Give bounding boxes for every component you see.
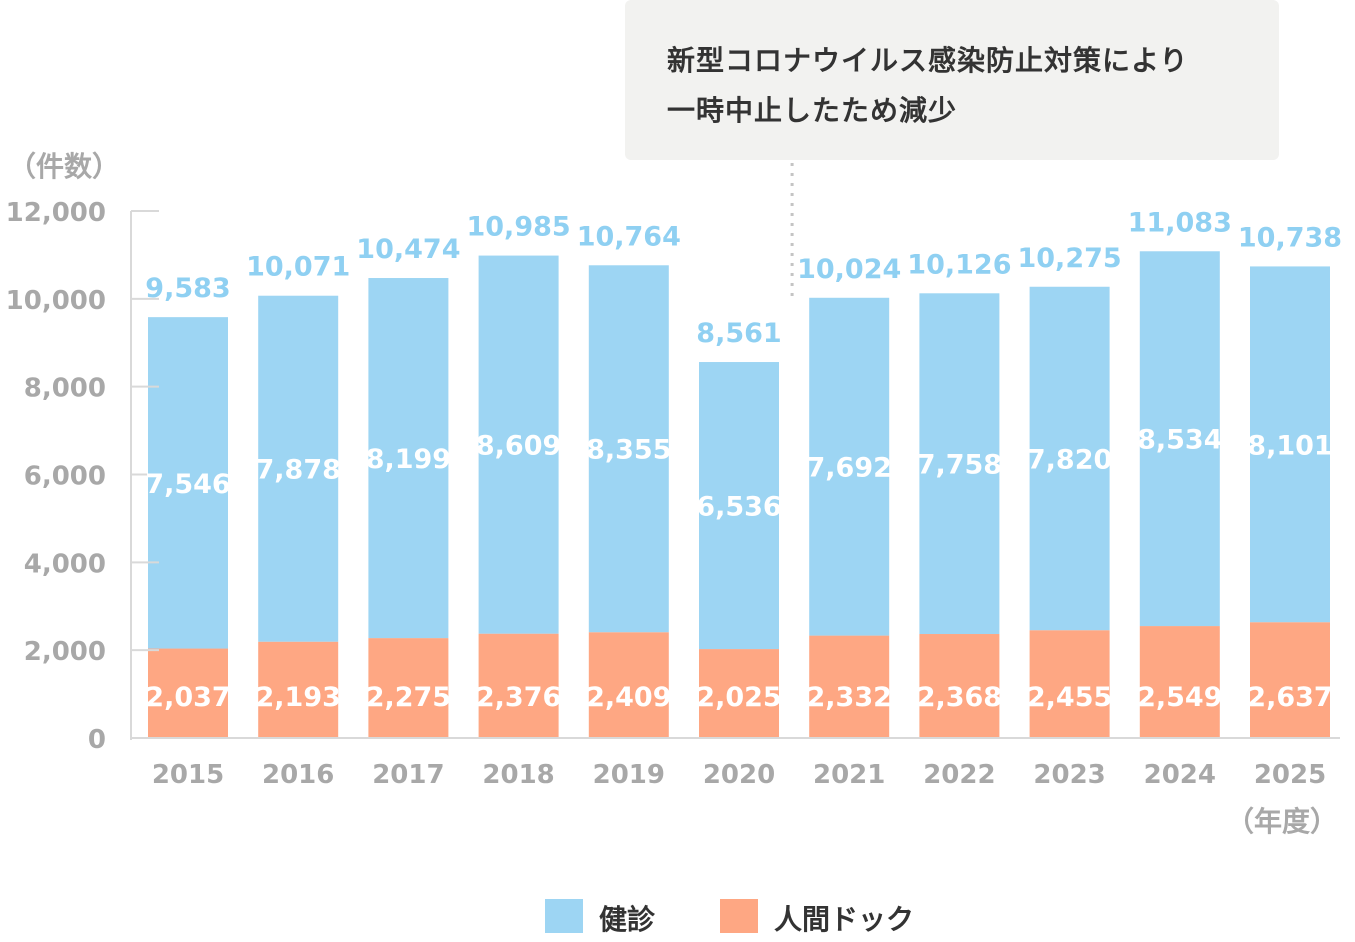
label-kenshin-2016: 7,878 [255,455,340,486]
x-tick-label-2020: 2020 [703,760,775,790]
bar-ningen-dock-2020 [699,649,779,738]
label-kenshin-2022: 7,758 [917,450,1002,481]
label-ningen-dock-2016: 2,193 [255,682,340,713]
x-tick-label-2018: 2018 [482,760,554,790]
x-axis: 2015 2016 2017 2018 2019 2020 2021 2022 2023 2024… [131,737,1340,790]
bar-kenshin-2016 [258,295,339,642]
bar-kenshin-2024 [1139,251,1220,627]
label-total-2024: 11,083 [1128,207,1232,238]
label-kenshin-2025: 8,101 [1247,430,1332,461]
bar-kenshin-2020 [699,362,779,650]
label-total-2025: 10,738 [1238,222,1342,253]
x-tick-label-2022: 2022 [923,760,995,790]
y-axis: 0 2,000 4,000 6,000 8,000 10,000 12,000 [6,198,159,755]
label-total-2016: 10,071 [246,252,350,283]
bar-ningen-dock-2021 [809,635,890,738]
bar-kenshin-2015 [148,317,228,649]
label-ningen-dock-2024: 2,549 [1137,682,1222,713]
legend-swatch-kenshin [545,899,583,933]
legend-label-ningen-dock: 人間ドック [774,903,915,936]
y-tick-label-8000: 8,000 [24,374,106,404]
label-kenshin-2017: 8,199 [366,444,451,475]
callout-text-line-1: 新型コロナウイルス感染防止対策により [667,44,1189,77]
label-kenshin-2020: 6,536 [696,492,781,523]
label-ningen-dock-2021: 2,332 [806,682,891,713]
x-unit-label: （年度） [1226,805,1338,838]
bar-kenshin-2022 [919,293,1000,635]
x-tick-label-2019: 2019 [593,760,665,790]
bar-kenshin-2019 [588,265,669,633]
label-kenshin-2023: 7,820 [1027,444,1112,475]
label-total-2015: 9,583 [145,273,230,304]
bar-ningen-dock-2019 [588,632,669,738]
label-ningen-dock-2017: 2,275 [366,682,451,713]
callout-text-line-2: 一時中止したため減少 [667,94,958,127]
label-ningen-dock-2022: 2,368 [917,682,1002,713]
label-total-2021: 10,024 [797,254,901,285]
bar-kenshin-2018 [478,255,559,634]
x-tick-label-2025: 2025 [1254,760,1326,790]
bar-ningen-dock-2022 [919,634,1000,738]
y-tick-label-4000: 4,000 [24,549,106,579]
y-tick-label-2000: 2,000 [24,637,106,667]
label-ningen-dock-2020: 2,025 [696,682,781,713]
label-total-2019: 10,764 [577,221,681,252]
label-total-2023: 10,275 [1017,243,1121,274]
legend-label-kenshin: 健診 [599,903,656,936]
y-tick-label-6000: 6,000 [24,462,106,492]
label-kenshin-2018: 8,609 [476,431,561,462]
bar-kenshin-2023 [1029,286,1110,631]
label-kenshin-2021: 7,692 [806,453,891,484]
bar-ningen-dock-2015 [148,648,228,738]
y-tick-label-10000: 10,000 [6,286,106,316]
legend-swatch-ningen-dock [720,899,758,933]
bar-ningen-dock-2024 [1139,626,1220,738]
label-ningen-dock-2023: 2,455 [1027,682,1112,713]
label-kenshin-2015: 7,546 [145,469,230,500]
y-tick-label-0: 0 [88,725,106,755]
x-tick-label-2015: 2015 [152,760,224,790]
bar-ningen-dock-2017 [368,638,449,738]
y-unit-label: （件数） [8,150,120,183]
bar-ningen-dock-2016 [258,641,339,738]
bar-kenshin-2021 [809,297,890,636]
x-tick-label-2024: 2024 [1144,760,1216,790]
label-ningen-dock-2018: 2,376 [476,682,561,713]
x-tick-label-2023: 2023 [1033,760,1105,790]
x-tick-label-2017: 2017 [372,760,444,790]
y-tick-label-12000: 12,000 [6,198,106,228]
legend: 健診 人間ドック [0,896,1355,940]
label-total-2022: 10,126 [907,249,1011,280]
label-ningen-dock-2015: 2,037 [145,682,230,713]
bar-ningen-dock-2018 [478,633,559,738]
label-kenshin-2019: 8,355 [586,435,671,466]
label-ningen-dock-2019: 2,409 [586,682,671,713]
bar-ningen-dock-2023 [1029,630,1110,738]
bar-kenshin-2025 [1250,266,1330,623]
label-kenshin-2024: 8,534 [1137,425,1222,456]
label-total-2017: 10,474 [356,234,460,265]
x-tick-label-2016: 2016 [262,760,334,790]
data-labels: 2,037 7,546 9,583 2,193 7,878 10,071 2,275 8,19… [145,207,1342,713]
x-tick-label-2021: 2021 [813,760,885,790]
label-ningen-dock-2025: 2,637 [1247,682,1332,713]
bars [148,251,1330,738]
annotation-callout: 新型コロナウイルス感染防止対策により 一時中止したため減少 [625,0,1279,160]
bar-ningen-dock-2025 [1250,622,1330,738]
label-total-2018: 10,985 [466,212,570,243]
label-total-2020: 8,561 [696,318,781,349]
bar-kenshin-2017 [368,278,449,639]
